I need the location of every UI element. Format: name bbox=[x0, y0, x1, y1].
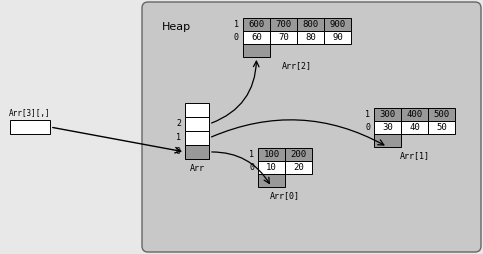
Bar bbox=[297, 31, 324, 44]
Bar bbox=[243, 18, 270, 31]
Text: 0: 0 bbox=[234, 33, 239, 42]
Bar bbox=[243, 44, 270, 57]
Text: 40: 40 bbox=[409, 123, 420, 132]
Bar bbox=[285, 161, 312, 174]
Text: 700: 700 bbox=[275, 20, 292, 29]
Bar bbox=[297, 18, 324, 31]
Bar bbox=[185, 117, 209, 131]
Text: Arr: Arr bbox=[189, 164, 204, 173]
Bar bbox=[243, 31, 270, 44]
Text: 1: 1 bbox=[176, 134, 181, 142]
Text: 500: 500 bbox=[433, 110, 450, 119]
Bar bbox=[374, 108, 401, 121]
Bar bbox=[270, 18, 297, 31]
Text: 0: 0 bbox=[249, 163, 254, 172]
Bar bbox=[401, 108, 428, 121]
Text: 30: 30 bbox=[382, 123, 393, 132]
Text: 2: 2 bbox=[176, 119, 181, 129]
Bar bbox=[428, 121, 455, 134]
FancyBboxPatch shape bbox=[142, 2, 481, 252]
Bar bbox=[258, 148, 285, 161]
Bar bbox=[428, 108, 455, 121]
Text: 400: 400 bbox=[406, 110, 423, 119]
Text: 70: 70 bbox=[278, 33, 289, 42]
Text: 100: 100 bbox=[263, 150, 280, 159]
Text: 1: 1 bbox=[234, 20, 239, 29]
Text: Arr[3][,]: Arr[3][,] bbox=[9, 109, 51, 118]
Text: 10: 10 bbox=[266, 163, 277, 172]
Text: 20: 20 bbox=[293, 163, 304, 172]
Text: Heap: Heap bbox=[162, 22, 191, 32]
Text: 80: 80 bbox=[305, 33, 316, 42]
Text: 90: 90 bbox=[332, 33, 343, 42]
Text: 200: 200 bbox=[290, 150, 307, 159]
Text: 900: 900 bbox=[329, 20, 345, 29]
Text: Arr[2]: Arr[2] bbox=[282, 61, 312, 70]
Bar bbox=[270, 31, 297, 44]
Text: 300: 300 bbox=[380, 110, 396, 119]
Bar bbox=[324, 31, 351, 44]
Text: 0: 0 bbox=[176, 148, 181, 156]
Text: Arr[1]: Arr[1] bbox=[399, 151, 429, 160]
Bar bbox=[185, 103, 209, 117]
Text: 50: 50 bbox=[436, 123, 447, 132]
Bar bbox=[10, 120, 50, 134]
Bar bbox=[258, 161, 285, 174]
Bar bbox=[258, 174, 285, 187]
Bar bbox=[374, 134, 401, 147]
Bar bbox=[185, 131, 209, 145]
Text: 0: 0 bbox=[365, 123, 370, 132]
Text: 60: 60 bbox=[251, 33, 262, 42]
Text: 600: 600 bbox=[248, 20, 265, 29]
Text: 1: 1 bbox=[365, 110, 370, 119]
Bar bbox=[285, 148, 312, 161]
Text: Arr[0]: Arr[0] bbox=[270, 191, 300, 200]
Bar bbox=[324, 18, 351, 31]
Bar bbox=[185, 145, 209, 159]
Bar bbox=[401, 121, 428, 134]
Text: 800: 800 bbox=[302, 20, 319, 29]
Text: 1: 1 bbox=[249, 150, 254, 159]
Bar bbox=[374, 121, 401, 134]
